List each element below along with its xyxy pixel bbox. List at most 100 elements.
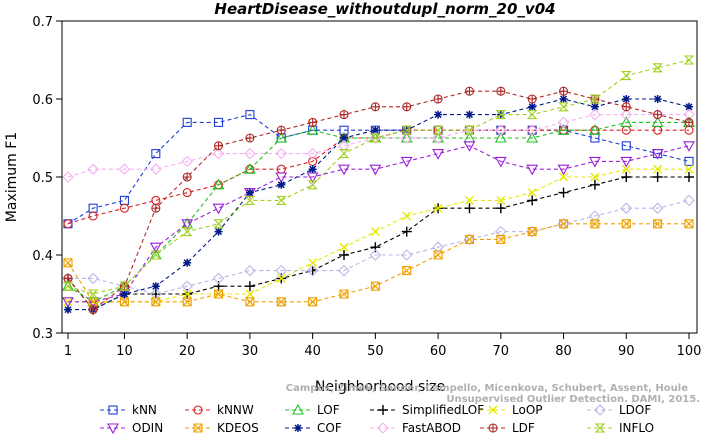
data-point-kdeos (63, 258, 73, 268)
data-point-ldof (620, 202, 633, 214)
data-point-fastabod (526, 124, 538, 136)
data-point-odin (181, 219, 194, 230)
data-point-odin (526, 164, 539, 176)
data-point-kdeos (213, 289, 224, 299)
data-point-ldf (621, 102, 631, 112)
data-point-simplifiedlof (464, 203, 475, 214)
series-ldf (63, 86, 694, 315)
data-point-ldof (306, 264, 319, 277)
data-point-cof (653, 95, 662, 103)
x-tick-label: 70 (493, 344, 510, 359)
legend-label-cof: COF (317, 421, 342, 434)
data-point-knnw (88, 211, 98, 221)
data-point-cof (590, 102, 599, 111)
series-layer (62, 55, 695, 315)
data-point-simplifiedlof (244, 281, 255, 292)
series-line-ldof (68, 199, 690, 295)
data-point-loop (684, 164, 694, 174)
data-point-kdeos (464, 234, 475, 244)
data-point-cof (277, 180, 286, 189)
data-point-ldf (88, 305, 98, 315)
data-point-fastabod (87, 163, 99, 175)
data-point-ldof (495, 225, 507, 238)
x-tick-label: 50 (367, 344, 384, 359)
data-point-cof (559, 95, 568, 103)
series-line-fastabod (67, 114, 689, 178)
legend-label-odin: ODIN (132, 421, 163, 434)
x-tick-label: 40 (304, 344, 321, 359)
legend-label-inflo: INFLO (619, 421, 654, 434)
data-point-odin (463, 141, 476, 152)
data-point-odin (494, 156, 507, 168)
data-point-knn (182, 117, 192, 127)
data-point-ldof (557, 218, 570, 230)
series-simplifiedlof (63, 172, 694, 315)
y-tick-label: 0.7 (32, 15, 53, 30)
data-point-kdeos (621, 219, 631, 229)
data-point-kdeos (245, 297, 255, 307)
legend-marker-lof (292, 403, 304, 415)
legend: kNN kNNW LOF SimplifiedLOF LoOP LDOF ODIN KDEOS… (100, 403, 654, 434)
data-point-ldf (684, 117, 694, 127)
watermark-line-2: Unsupervised Outlier Detection. DAMI, 20… (446, 394, 700, 405)
data-point-ldof (275, 264, 288, 277)
data-point-inflo (87, 289, 99, 299)
data-point-simplifiedlof (652, 172, 663, 182)
data-point-fastabod (118, 163, 131, 175)
data-point-kdeos (182, 297, 192, 307)
data-point-fastabod (244, 147, 256, 160)
legend-item-knnw: kNNW (185, 403, 254, 417)
data-point-odin (275, 172, 288, 184)
data-point-fastabod (495, 124, 507, 136)
data-point-inflo (119, 281, 130, 291)
data-point-ldof (244, 264, 256, 277)
data-point-ldf (151, 203, 161, 213)
data-point-loop (402, 211, 412, 221)
data-point-loop (370, 227, 380, 237)
data-point-ldof (338, 264, 350, 277)
data-point-inflo (181, 227, 193, 237)
data-point-knn (684, 156, 694, 166)
data-point-ldof (150, 288, 162, 300)
data-point-fastabod (400, 132, 413, 144)
legend-marker-fastabod (377, 422, 389, 434)
x-tick-label: 20 (179, 344, 196, 359)
legend-item-simplifiedlof: SimplifiedLOF (370, 403, 484, 417)
data-point-inflo (307, 180, 318, 190)
data-point-loop (559, 172, 569, 182)
data-point-cof (340, 134, 348, 142)
data-point-fastabod (557, 116, 570, 129)
data-point-fastabod (620, 108, 633, 121)
data-point-loop (308, 258, 318, 268)
legend-label-lof: LOF (317, 403, 340, 417)
data-point-ldf (63, 273, 73, 283)
legend-marker-inflo (594, 423, 606, 433)
data-point-inflo (620, 71, 632, 81)
data-point-kdeos (308, 297, 318, 307)
data-point-ldf (370, 102, 380, 112)
data-point-inflo (526, 110, 538, 120)
data-point-odin (683, 141, 695, 152)
data-point-simplifiedlof (527, 195, 538, 206)
data-point-knnw (151, 195, 161, 205)
data-point-loop (527, 188, 537, 198)
legend-marker-ldf (488, 423, 498, 433)
legend-marker-odin (107, 423, 119, 434)
data-point-fastabod (62, 171, 74, 183)
data-point-fastabod (338, 140, 350, 152)
legend-item-fastabod: FastABOD (370, 421, 461, 434)
data-point-ldf (276, 125, 286, 135)
data-point-loop (590, 172, 600, 182)
data-point-knn (213, 117, 224, 127)
data-point-ldf (496, 86, 506, 96)
data-point-lof (557, 124, 570, 135)
legend-label-fastabod: FastABOD (402, 421, 461, 434)
data-point-knn (119, 195, 130, 205)
data-point-inflo (370, 133, 381, 143)
legend-label-kdeos: KDEOS (217, 421, 259, 434)
legend-item-loop: LoOP (480, 403, 543, 417)
legend-item-ldf: LDF (480, 421, 535, 434)
legend-label-knn: kNN (132, 403, 157, 417)
data-point-lof (212, 178, 225, 190)
